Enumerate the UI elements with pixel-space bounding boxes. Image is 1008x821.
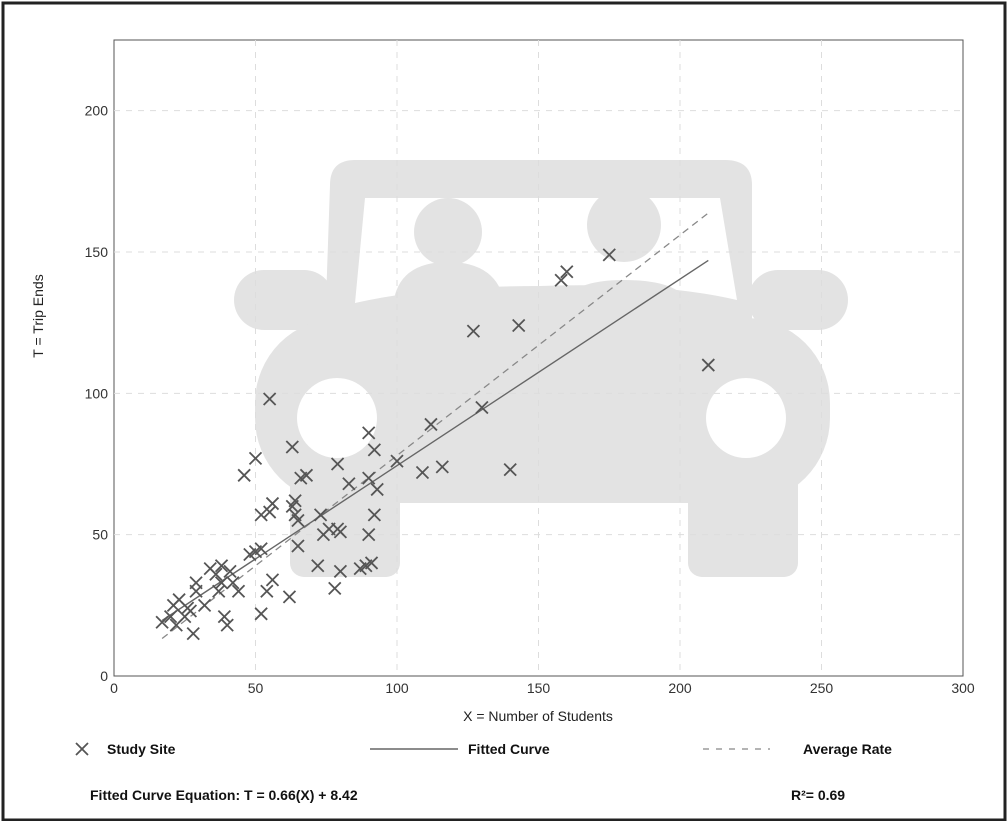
study-site-point — [330, 457, 345, 471]
study-site-point — [503, 463, 517, 477]
y-tick-label: 200 — [85, 103, 109, 119]
study-site-point — [163, 610, 178, 624]
x-tick-label: 250 — [810, 680, 834, 696]
data-points — [155, 248, 715, 641]
study-site-point — [254, 542, 268, 556]
study-site-point — [265, 496, 280, 511]
x-tick-label: 300 — [951, 680, 975, 696]
study-site-point — [370, 482, 384, 497]
study-site-point — [333, 525, 348, 539]
study-site-point — [415, 465, 430, 480]
study-site-point — [512, 318, 526, 333]
study-site-point — [214, 576, 229, 590]
trend-lines — [161, 212, 709, 640]
study-site-point — [364, 556, 379, 570]
study-site-point — [291, 513, 305, 528]
study-site-point — [342, 477, 356, 491]
study-site-point — [226, 576, 240, 590]
study-site-point — [362, 528, 376, 542]
study-site-point — [701, 358, 715, 372]
x-axis-tick-labels: 0 50 100 150 200 250 300 — [110, 680, 975, 696]
study-site-point — [333, 564, 348, 579]
study-site-point — [424, 417, 438, 432]
study-site-point — [220, 618, 234, 632]
r-squared-value: R²= 0.69 — [791, 787, 845, 803]
study-site-point — [186, 626, 200, 641]
study-site-point — [362, 471, 376, 485]
grid-lines — [114, 40, 963, 676]
study-site-point — [291, 539, 305, 553]
study-site-point — [554, 273, 568, 287]
study-site-point — [237, 468, 251, 482]
study-site-point — [248, 451, 263, 465]
study-site-point — [313, 508, 328, 522]
study-site-point — [288, 494, 302, 508]
study-site-point — [560, 265, 574, 279]
study-site-point — [212, 584, 226, 598]
study-site-point — [265, 573, 280, 587]
study-site-point — [263, 505, 277, 519]
y-tick-label: 0 — [100, 668, 108, 684]
car-watermark-icon — [234, 160, 848, 577]
x-tick-label: 200 — [668, 680, 692, 696]
plot-area: 0 50 100 150 200 250 300 0 50 100 150 200 — [85, 39, 975, 696]
study-site-point — [475, 400, 489, 415]
study-site-point — [260, 584, 274, 598]
x-tick-label: 50 — [248, 680, 264, 696]
legend-marker-study-site — [75, 742, 89, 756]
x-tick-label: 150 — [527, 680, 551, 696]
study-site-point — [390, 454, 404, 468]
study-site-point — [231, 584, 246, 598]
study-site-point — [223, 564, 237, 579]
legend-label-study-site: Study Site — [107, 741, 176, 757]
study-site-point — [362, 426, 376, 440]
study-site-point — [217, 610, 232, 624]
study-site-point — [214, 559, 229, 573]
legend-label-average-rate: Average Rate — [803, 741, 892, 757]
study-site-point — [183, 604, 198, 618]
study-site-point — [311, 559, 325, 573]
y-tick-label: 100 — [85, 385, 109, 401]
x-tick-label: 100 — [385, 680, 409, 696]
study-site-point — [367, 508, 381, 522]
study-site-point — [254, 607, 268, 621]
study-site-point — [285, 440, 299, 454]
y-axis-label: T = Trip Ends — [30, 274, 46, 357]
y-tick-label: 150 — [85, 244, 109, 260]
x-axis-label: X = Number of Students — [463, 708, 613, 724]
study-site-point — [328, 581, 342, 596]
study-site-point — [155, 615, 169, 629]
study-site-point — [197, 598, 212, 612]
study-site-point — [263, 392, 277, 406]
legend-label-fitted-curve: Fitted Curve — [468, 741, 550, 757]
x-tick-label: 0 — [110, 680, 118, 696]
average-rate-line — [161, 212, 709, 640]
fitted-curve-equation: Fitted Curve Equation: T = 0.66(X) + 8.4… — [90, 787, 358, 803]
study-site-point — [254, 508, 268, 522]
y-axis-tick-labels: 0 50 100 150 200 — [85, 103, 109, 684]
study-site-point — [602, 248, 616, 262]
study-site-point — [189, 576, 203, 590]
study-site-point — [209, 567, 223, 581]
fitted-curve-line — [161, 259, 709, 622]
y-tick-label: 50 — [92, 527, 108, 543]
study-site-point — [299, 468, 314, 482]
legend: Study Site Fitted Curve Average Rate — [75, 741, 892, 757]
study-site-point — [466, 324, 481, 338]
study-site-point — [367, 443, 381, 457]
study-site-point — [282, 590, 297, 604]
study-site-point — [435, 460, 449, 474]
